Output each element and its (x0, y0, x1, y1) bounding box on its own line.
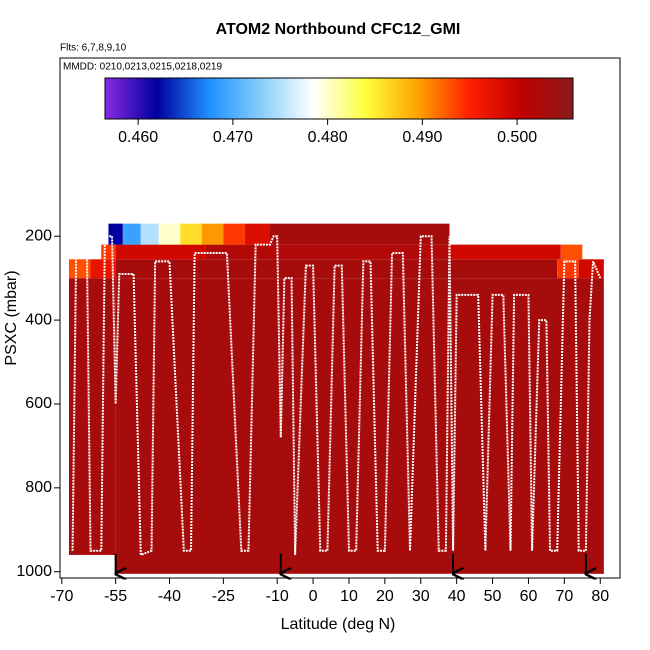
colorbar-tick-label: 0.470 (213, 129, 253, 146)
curtain-cell (115, 244, 206, 260)
x-tick-label: -40 (158, 588, 181, 605)
curtain-cell (223, 223, 245, 245)
subtitle: Flts: 6,7,8,9,10 (60, 43, 127, 54)
curtain-cell (115, 259, 558, 279)
x-tick-label: -70 (50, 588, 73, 605)
curtain-cell (180, 223, 202, 245)
curtain-cell (90, 259, 116, 279)
curtain-cell (108, 223, 123, 245)
y-tick-label: 1000 (16, 563, 52, 580)
plot-frame (59, 57, 621, 579)
x-tick-label: -10 (266, 588, 289, 605)
curtain-cell (101, 244, 116, 260)
x-tick-label: -55 (104, 588, 127, 605)
colorbar-tick-label: 0.490 (402, 129, 442, 146)
colorbar-tick-label: 0.460 (118, 129, 158, 146)
y-tick-label: 600 (25, 395, 52, 412)
curtain-cell (201, 223, 224, 245)
x-axis-label: Latitude (deg N) (281, 616, 396, 633)
curtain-cell (68, 278, 116, 555)
x-tick-label: 70 (555, 588, 573, 605)
x-tick-label: 80 (591, 588, 609, 605)
x-tick-label: 0 (309, 588, 318, 605)
y-tick-label: 400 (25, 311, 52, 328)
colorbar-tick-label: 0.500 (497, 129, 537, 146)
x-tick-label: 30 (412, 588, 430, 605)
y-tick-label: 200 (25, 227, 52, 244)
curtain-cell (68, 259, 91, 279)
curtain-cell (205, 244, 450, 260)
curtain-cell (140, 223, 159, 245)
y-axis-label: PSXC (mbar) (3, 270, 20, 365)
annotation: MMDD: 0210,0213,0215,0218,0219 (63, 62, 222, 73)
curtain-cell (449, 244, 561, 260)
curtain-cell (578, 259, 604, 279)
curtain-cell (158, 223, 181, 245)
colorbar-tick-label: 0.480 (308, 129, 348, 146)
y-tick-label: 800 (25, 479, 52, 496)
x-tick-label: 20 (376, 588, 394, 605)
chart-title: ATOM2 Northbound CFC12_GMI (216, 21, 461, 38)
x-tick-label: 10 (340, 588, 358, 605)
curtain-cell (244, 223, 270, 245)
x-tick-label: 60 (520, 588, 538, 605)
x-tick-label: -25 (212, 588, 235, 605)
flight-track (71, 235, 602, 557)
x-tick-label: 50 (484, 588, 502, 605)
curtain-cell (560, 244, 583, 260)
curtain-cell (557, 259, 579, 279)
curtain-cell (122, 223, 141, 245)
colorbar (104, 77, 574, 120)
x-tick-label: 40 (448, 588, 466, 605)
curtain-cell (270, 223, 450, 245)
